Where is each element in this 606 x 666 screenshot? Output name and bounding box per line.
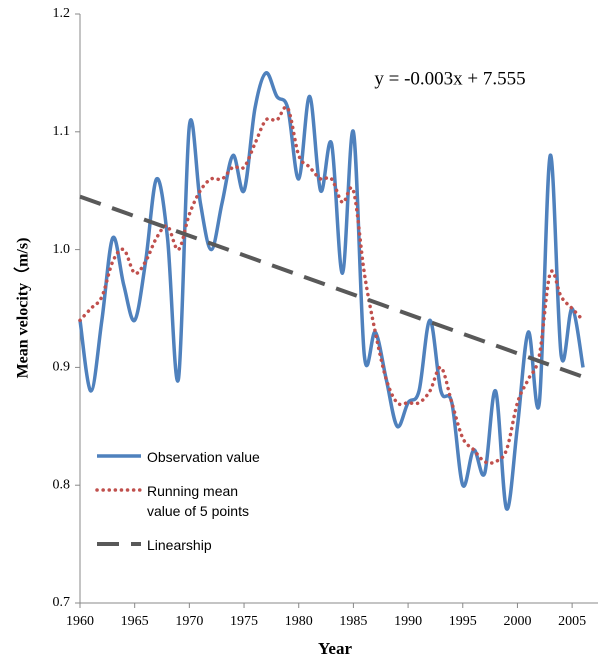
legend-swatch (97, 542, 141, 546)
y-tick-label: 1.2 (53, 6, 71, 21)
x-tick-label: 2005 (558, 614, 586, 629)
x-tick-label: 1970 (175, 614, 203, 629)
x-tick-label: 1990 (394, 614, 422, 629)
legend-label: Linearship (147, 537, 212, 553)
y-tick-label: 1.0 (53, 242, 71, 257)
x-tick-label: 2000 (503, 614, 531, 629)
y-tick-label: 0.9 (53, 360, 71, 375)
x-axis-label: Year (318, 639, 352, 658)
x-tick-label: 1995 (449, 614, 477, 629)
y-axis-label: Mean velocity（m/s) (14, 238, 32, 379)
legend-swatch (95, 488, 143, 492)
legend-label: Observation value (147, 449, 260, 465)
x-tick-label: 1980 (285, 614, 313, 629)
series-line (79, 194, 584, 379)
series-line (78, 105, 585, 465)
x-tick-label: 1975 (230, 614, 258, 629)
legend-swatch (97, 454, 141, 458)
series-line (78, 71, 585, 511)
x-tick-label: 1960 (66, 614, 94, 629)
equation-annotation: y = -0.003x + 7.555 (374, 68, 525, 89)
x-tick-label: 1965 (121, 614, 149, 629)
y-tick-label: 1.1 (53, 124, 71, 139)
x-tick-label: 1985 (339, 614, 367, 629)
y-tick-label: 0.7 (53, 595, 71, 610)
y-tick-label: 0.8 (53, 477, 71, 492)
legend-label: Running mean value of 5 points (147, 483, 249, 519)
